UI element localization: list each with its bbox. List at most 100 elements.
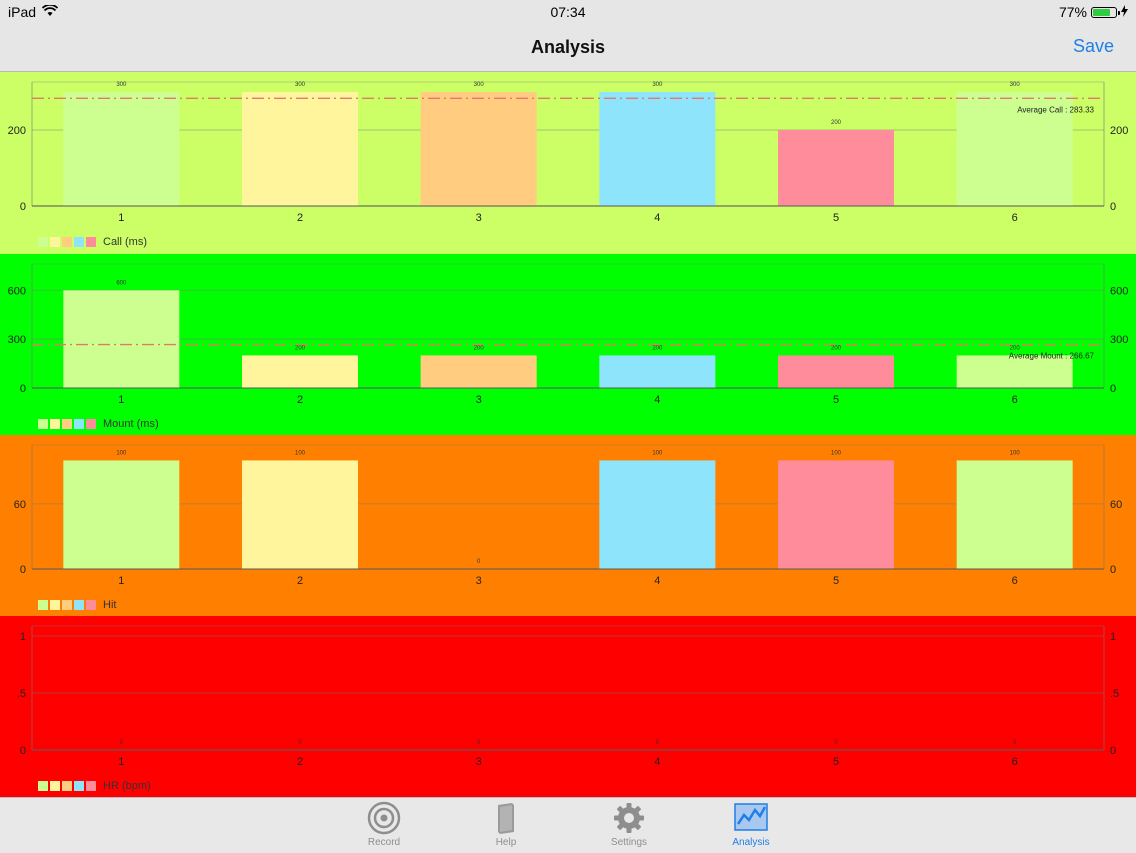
- x-tick-label: 6: [1012, 756, 1018, 768]
- bar: [599, 92, 716, 206]
- legend-swatch: [50, 781, 60, 791]
- legend-label: Mount (ms): [103, 418, 159, 430]
- legend-label: Call (ms): [103, 236, 147, 248]
- x-tick-label: 1: [118, 394, 124, 406]
- legend-swatch: [62, 419, 72, 429]
- status-time: 07:34: [550, 4, 586, 20]
- page-title: Analysis: [530, 37, 606, 57]
- legend-swatch: [62, 237, 72, 247]
- y-tick-label-left: 300: [8, 334, 26, 346]
- value-label: 200: [1010, 345, 1021, 351]
- y-tick-label-right: 0: [1110, 383, 1116, 395]
- legend-label: HR (bpm): [103, 780, 151, 792]
- y-tick-label-right: .5: [1110, 688, 1119, 700]
- mount-chart: 0 0 300 300 600 600 600 1 200 2 200 3 200 4 200 5 200 6 Av…: [8, 263, 1128, 406]
- legend-swatch: [74, 419, 84, 429]
- status-bar: iPad 07:34 77%: [0, 0, 1136, 24]
- call-chart-panel: 0 0 200 200 300 1 300 2 300 3 300 4 200 5 300 6 Average …: [0, 72, 1136, 254]
- mount-legend: Mount (ms): [38, 418, 159, 430]
- legend-swatch: [50, 600, 60, 610]
- legend-swatch: [38, 781, 48, 791]
- call-legend: Call (ms): [38, 236, 147, 248]
- hr-legend: HR (bpm): [38, 780, 151, 792]
- y-tick-label-left: .5: [17, 688, 26, 700]
- y-tick-label-right: 600: [1110, 285, 1128, 297]
- legend-swatch: [74, 781, 84, 791]
- y-tick-label-right: 1: [1110, 631, 1116, 643]
- legend-swatch: [74, 600, 84, 610]
- average-label: Average Mount : 266.67: [1009, 352, 1095, 361]
- x-tick-label: 4: [654, 575, 660, 587]
- tab-label: Analysis: [732, 837, 770, 848]
- x-tick-label: 1: [118, 212, 124, 224]
- bar: [63, 460, 180, 569]
- battery-percent: 77%: [1058, 4, 1087, 20]
- value-label: 0: [477, 740, 481, 746]
- x-tick-label: 5: [833, 394, 839, 406]
- y-tick-label-right: 200: [1110, 125, 1128, 137]
- value-label: 0: [477, 559, 481, 565]
- legend-swatch: [38, 600, 48, 610]
- mount-chart-panel: 0 0 300 300 600 600 600 1 200 2 200 3 200 4 200 5 200 6 Av…: [0, 254, 1136, 436]
- x-tick-label: 3: [476, 756, 482, 768]
- y-tick-label-left: 1: [20, 631, 26, 643]
- bar: [242, 92, 358, 206]
- legend-swatch: [62, 781, 72, 791]
- value-label: 100: [116, 450, 127, 456]
- y-tick-label-left: 0: [20, 745, 26, 757]
- value-label: 0: [1013, 740, 1017, 746]
- tab-settings[interactable]: Settings: [584, 801, 674, 848]
- x-tick-label: 2: [297, 575, 303, 587]
- value-label: 600: [116, 280, 127, 286]
- legend-swatch: [74, 237, 84, 247]
- bar: [242, 460, 358, 569]
- hr-chart-panel: 0 0 .5 .5 1 1 0 1 0 2 0 3 0 4 0 5 0 6 HR (bpm): [0, 616, 1136, 798]
- x-tick-label: 2: [297, 212, 303, 224]
- hr-chart: 0 0 .5 .5 1 1 0 1 0 2 0 3 0 4 0 5 0 6: [17, 625, 1119, 768]
- tab-label: Settings: [610, 837, 648, 848]
- bar: [63, 92, 180, 206]
- y-tick-label-right: 0: [1110, 745, 1116, 757]
- y-tick-label-left: 0: [20, 383, 26, 395]
- tab-analysis[interactable]: Analysis: [706, 801, 796, 848]
- legend-swatch: [50, 419, 60, 429]
- save-button[interactable]: Save: [1072, 36, 1114, 56]
- y-tick-label-right: 300: [1110, 334, 1128, 346]
- y-tick-label-left: 60: [14, 499, 26, 511]
- tab-record[interactable]: Record: [339, 801, 429, 848]
- value-label: 200: [831, 345, 842, 351]
- value-label: 0: [656, 740, 660, 746]
- value-label: 100: [831, 450, 842, 456]
- tab-help[interactable]: Help: [461, 801, 551, 848]
- value-label: 0: [120, 740, 124, 746]
- bar: [420, 355, 537, 388]
- target-icon: [339, 801, 429, 835]
- book-icon: [461, 801, 551, 835]
- x-tick-label: 1: [118, 756, 124, 768]
- value-label: 100: [652, 450, 663, 456]
- legend-swatch: [62, 600, 72, 610]
- value-label: 300: [116, 82, 127, 88]
- wifi-icon: [41, 4, 59, 20]
- gear-icon: [584, 801, 674, 835]
- bar: [420, 92, 537, 206]
- bar: [778, 460, 894, 569]
- value-label: 0: [834, 740, 838, 746]
- navigation-bar: Analysis Save: [0, 24, 1136, 72]
- y-tick-label-left: 600: [8, 285, 26, 297]
- legend-swatch: [86, 419, 96, 429]
- bar: [242, 355, 358, 388]
- legend-swatch: [38, 237, 48, 247]
- x-tick-label: 2: [297, 756, 303, 768]
- call-chart: 0 0 200 200 300 1 300 2 300 3 300 4 200 5 300 6 Average …: [8, 81, 1128, 224]
- hit-legend: Hit: [38, 599, 116, 611]
- y-tick-label-left: 0: [20, 201, 26, 213]
- x-tick-label: 6: [1012, 212, 1018, 224]
- bar: [778, 355, 894, 388]
- value-label: 0: [298, 740, 302, 746]
- value-label: 300: [652, 82, 663, 88]
- tab-label: Help: [495, 837, 517, 848]
- x-tick-label: 6: [1012, 575, 1018, 587]
- y-tick-label-right: 60: [1110, 499, 1122, 511]
- x-tick-label: 4: [654, 756, 660, 768]
